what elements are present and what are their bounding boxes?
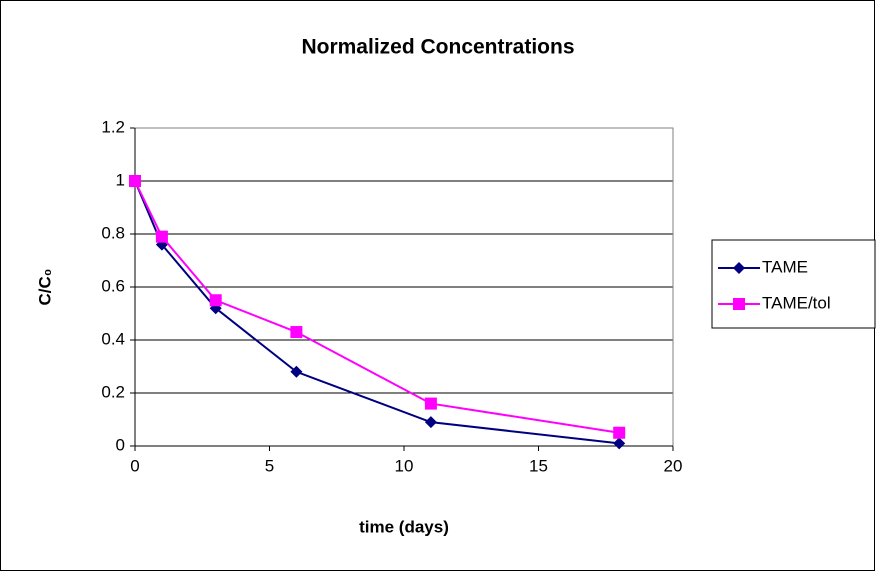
marker	[290, 326, 303, 339]
marker	[290, 365, 303, 378]
y-tick-label: 0.4	[101, 329, 125, 348]
legend-marker	[733, 262, 745, 274]
y-tick-label: 1.2	[101, 117, 125, 136]
y-tick-label: 0	[116, 435, 125, 454]
legend-marker	[733, 298, 745, 310]
y-tick-label: 0.2	[101, 382, 125, 401]
x-tick-label: 20	[664, 456, 683, 475]
legend-label: TAME/tol	[762, 293, 831, 312]
x-tick-label: 0	[130, 456, 139, 475]
legend-label: TAME	[762, 257, 808, 276]
marker	[613, 426, 626, 439]
x-tick-label: 15	[529, 456, 548, 475]
marker	[424, 397, 437, 410]
marker	[155, 230, 168, 243]
y-tick-label: 0.8	[101, 223, 125, 242]
series-line	[134, 180, 620, 434]
x-tick-label: 5	[265, 456, 274, 475]
marker	[209, 294, 222, 307]
marker	[424, 416, 437, 429]
x-axis-title: time (days)	[359, 517, 449, 536]
y-tick-label: 0.6	[101, 276, 125, 295]
legend-box	[711, 239, 876, 329]
marker	[613, 437, 626, 450]
x-tick-label: 10	[395, 456, 414, 475]
marker	[129, 175, 141, 187]
chart-title: Normalized Concentrations	[301, 36, 574, 59]
y-axis-title: C/C₀	[35, 269, 54, 306]
y-tick-label: 1	[116, 170, 125, 189]
